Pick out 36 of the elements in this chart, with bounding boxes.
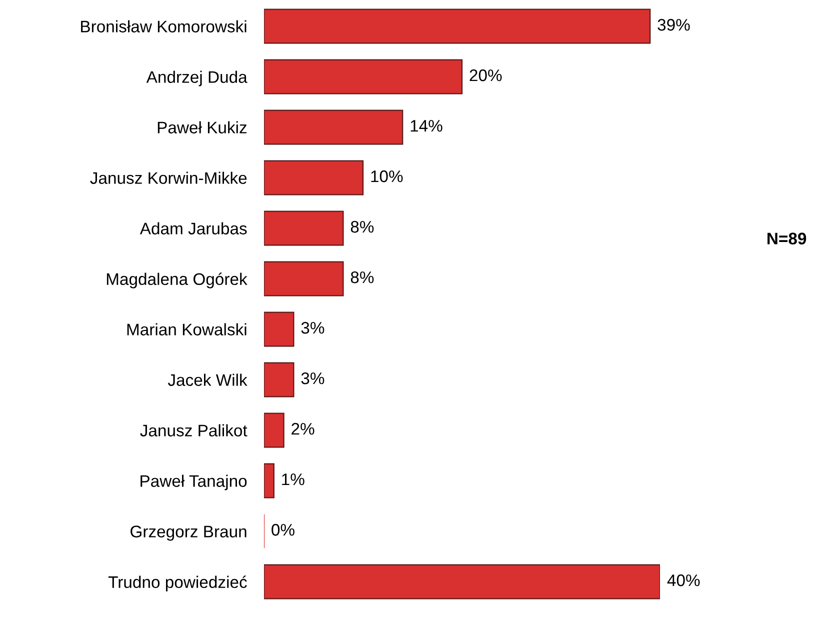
data-label: 3% [301, 322, 324, 334]
bar [264, 362, 294, 398]
data-label: 39% [658, 18, 690, 31]
y-tick-label: Andrzej Duda [146, 70, 248, 86]
data-label: 40% [667, 574, 700, 586]
bar [264, 8, 651, 44]
bar [264, 463, 274, 498]
y-tick-label: Janusz Palikot [140, 424, 248, 436]
y-tick-label: Adam Jarubas [140, 222, 247, 234]
bar [264, 160, 364, 196]
y-tick-label: Jacek Wilk [168, 374, 248, 386]
bar [264, 210, 344, 246]
data-label: 2% [292, 422, 314, 435]
bar [264, 412, 284, 448]
data-label: 8% [350, 271, 374, 284]
bar [264, 261, 344, 296]
y-tick-label: Trudno powiedzieć [108, 576, 247, 592]
data-label: 20% [470, 69, 502, 82]
y-tick-label: Grzegorz Braun [130, 526, 246, 541]
y-tick-label: Paweł Tanajno [140, 474, 247, 490]
data-label: 8% [350, 220, 374, 233]
bar [264, 312, 294, 347]
y-tick-label: Magdalena Ogórek [106, 272, 248, 288]
y-tick-label: Janusz Korwin-Mikke [90, 172, 247, 184]
bar [264, 59, 463, 94]
data-label: 0% [272, 524, 294, 536]
data-label: 3% [301, 372, 324, 384]
text: N=89 [768, 232, 806, 244]
y-tick-label: Marian Kowalski [127, 323, 246, 336]
data-label: 1% [282, 473, 304, 486]
bar [264, 110, 404, 145]
data-label: 14% [410, 120, 442, 132]
y-tick-label: Paweł Kukiz [158, 121, 247, 134]
y-tick-label: Bronisław Komorowski [81, 20, 246, 32]
data-label: 10% [371, 170, 403, 182]
bar [264, 564, 660, 600]
